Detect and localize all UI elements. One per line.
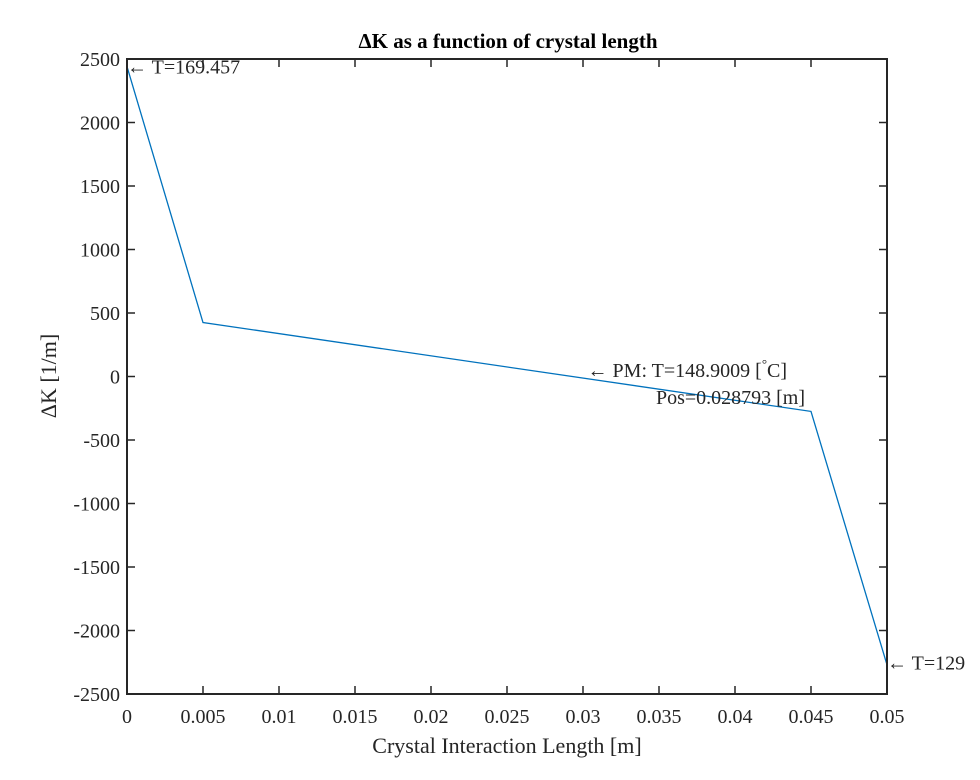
x-tick-label: 0.03	[566, 706, 601, 728]
x-tick-label: 0.045	[789, 706, 834, 728]
y-tick-label: 0	[110, 367, 120, 389]
annotation: ← PM: T=148.9009 [°C]	[588, 356, 787, 382]
y-tick-label: 2500	[80, 49, 120, 71]
annotations: ← T=169.457 ← PM: T=148.9009 [°C] Pos=0.02…	[127, 57, 965, 675]
y-tick-label: -1000	[73, 494, 120, 516]
y-tick-label: -2500	[73, 684, 120, 706]
x-tick-label: 0.015	[333, 706, 378, 728]
x-tick-label: 0.04	[718, 706, 753, 728]
y-tick-label: -1500	[73, 557, 120, 579]
x-tick-label: 0.02	[414, 706, 449, 728]
y-tick-label: 1000	[80, 240, 120, 262]
y-tick-label: 2000	[80, 113, 120, 135]
x-tick-label: 0.01	[262, 706, 297, 728]
x-tick-labels: 0 0.005 0.01 0.015 0.02 0.025 0.03 0.035 0.04 0.0…	[122, 706, 905, 728]
y-axis-label: ΔK [1/m]	[36, 334, 61, 418]
annotation: ← T=169.457	[127, 57, 240, 79]
x-tick-label: 0	[122, 706, 132, 728]
x-tick-label: 0.035	[637, 706, 682, 728]
annotation: ← T=129	[887, 652, 965, 674]
y-tick-labels: 2500 2000 1500 1000 500 0 -500 -1000 -1500 -2000 -…	[73, 49, 120, 706]
x-axis-label: Crystal Interaction Length [m]	[372, 733, 641, 758]
y-tick-label: 500	[90, 303, 120, 325]
x-tick-label: 0.005	[181, 706, 226, 728]
plot-frame	[126, 58, 888, 695]
series-line	[126, 66, 888, 665]
y-tick-label: -2000	[73, 621, 120, 643]
y-tick-label: 1500	[80, 176, 120, 198]
chart-title: ΔK as a function of crystal length	[359, 29, 658, 53]
y-tick-label: -500	[83, 430, 120, 452]
x-tick-label: 0.05	[870, 706, 905, 728]
annotation: Pos=0.028793 [m]	[656, 387, 805, 409]
x-tick-label: 0.025	[485, 706, 530, 728]
